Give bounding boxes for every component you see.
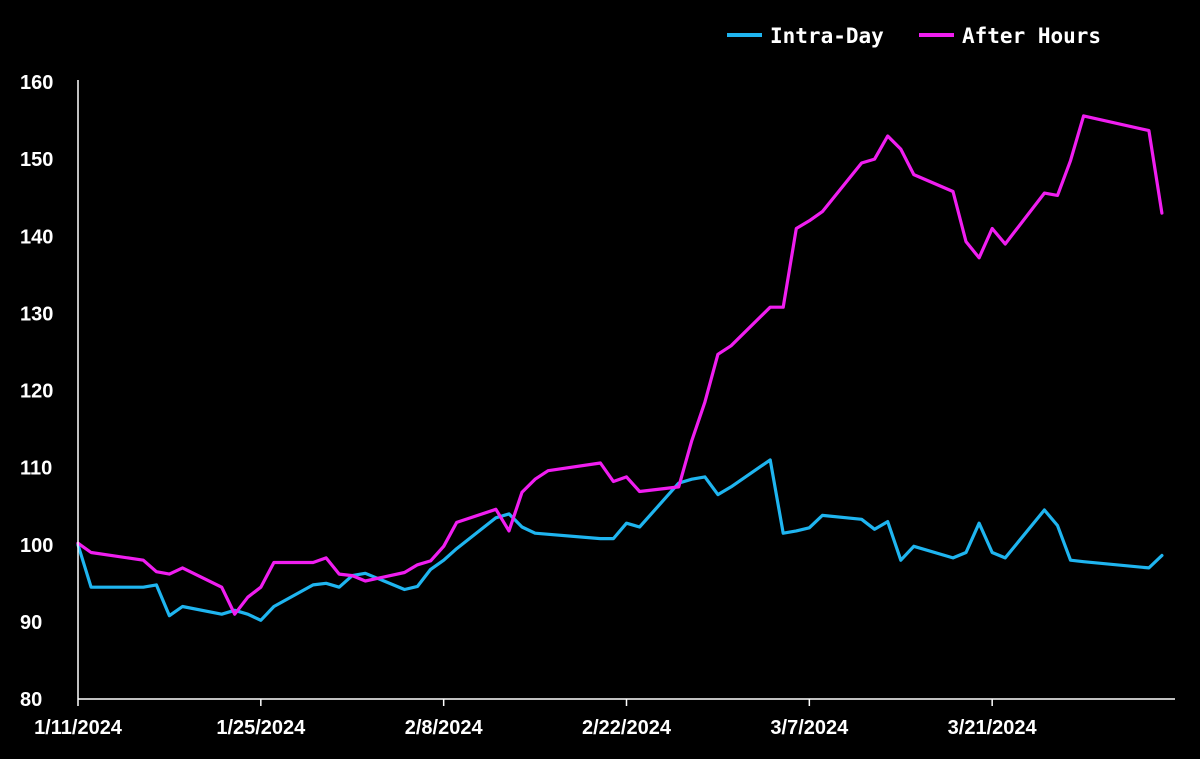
x-tick-label: 1/25/2024 [216,717,306,739]
legend: Intra-Day After Hours [727,24,1101,48]
y-tick-label: 130 [20,303,53,325]
legend-label: Intra-Day [770,24,884,48]
y-tick-label: 140 [20,226,53,248]
y-axis-ticks: 80 90 100 110 120 130 140 150 160 [20,72,53,711]
legend-label: After Hours [962,24,1101,48]
series-line-after-hours [76,114,1164,616]
y-tick-label: 110 [20,458,52,480]
y-tick-label: 100 [20,535,53,557]
x-tick-label: 2/8/2024 [405,717,484,739]
y-tick-label: 120 [20,381,53,403]
y-tick-label: 150 [20,149,53,171]
series-line-intra-day [76,458,1164,622]
plot-lines [76,114,1164,622]
x-tick-label: 3/21/2024 [948,717,1038,739]
x-tick-label: 1/11/2024 [34,717,123,739]
x-axis-ticks: 1/11/2024 1/25/2024 2/8/2024 2/22/2024 3/7/2… [34,699,1038,739]
y-tick-label: 90 [20,612,42,634]
y-tick-label: 160 [20,72,53,94]
x-tick-label: 2/22/2024 [582,717,672,739]
y-tick-label: 80 [20,689,42,711]
x-tick-label: 3/7/2024 [770,717,849,739]
